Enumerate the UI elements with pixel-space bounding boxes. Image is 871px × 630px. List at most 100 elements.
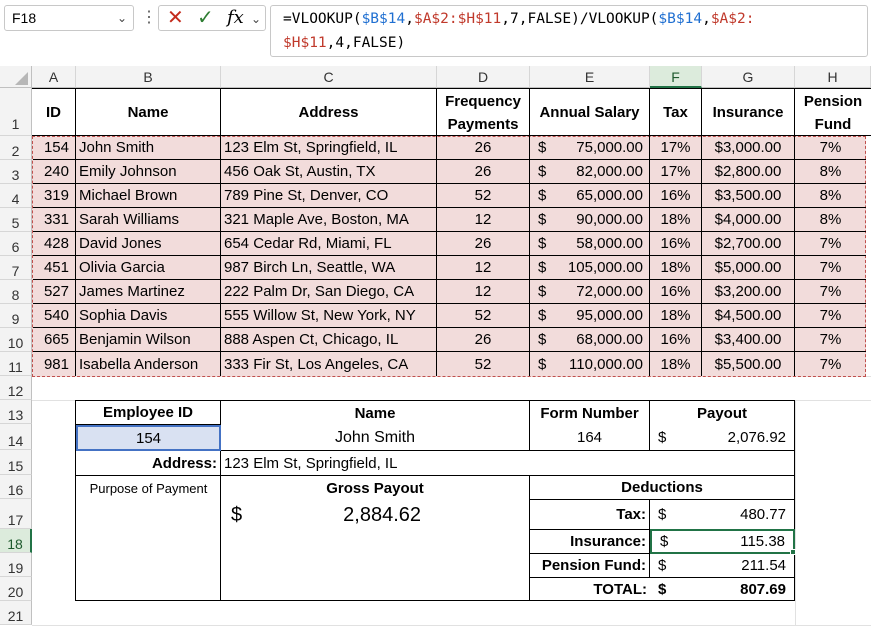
header-insurance[interactable]: Insurance [702, 89, 795, 136]
tax-rate-cell[interactable]: 16% [650, 184, 702, 208]
salary-cell[interactable]: $95,000.00 [530, 304, 650, 328]
pension-rate-cell[interactable]: 8% [795, 184, 866, 208]
row-header-2[interactable]: 2 [0, 136, 32, 160]
salary-cell[interactable]: $65,000.00 [530, 184, 650, 208]
id-cell[interactable]: 981 [33, 352, 76, 376]
insurance-amount-cell[interactable]: $2,800.00 [702, 160, 795, 184]
frequency-cell[interactable]: 26 [437, 328, 530, 352]
column-header-a[interactable]: A [32, 66, 76, 88]
name-cell[interactable]: James Martinez [76, 280, 221, 304]
row-header-9[interactable]: 9 [0, 304, 32, 328]
fill-handle[interactable] [790, 549, 796, 555]
id-cell[interactable]: 331 [33, 208, 76, 232]
select-all-corner[interactable] [0, 66, 32, 88]
row-header-19[interactable]: 19 [0, 553, 32, 577]
row-header-11[interactable]: 11 [0, 352, 32, 376]
insurance-amount-cell[interactable]: $3,400.00 [702, 328, 795, 352]
address-cell[interactable]: 123 Elm St, Springfield, IL [221, 136, 437, 160]
salary-cell[interactable]: $68,000.00 [530, 328, 650, 352]
frequency-cell[interactable]: 52 [437, 352, 530, 376]
header-id[interactable]: ID [32, 89, 76, 136]
column-header-g[interactable]: G [702, 66, 795, 88]
name-cell[interactable]: Olivia Garcia [76, 256, 221, 280]
tax-rate-cell[interactable]: 18% [650, 304, 702, 328]
address-cell[interactable]: 654 Cedar Rd, Miami, FL [221, 232, 437, 256]
salary-cell[interactable]: $72,000.00 [530, 280, 650, 304]
salary-cell[interactable]: $90,000.00 [530, 208, 650, 232]
row-header-10[interactable]: 10 [0, 328, 32, 352]
chevron-down-icon[interactable]: ⌄ [116, 11, 127, 25]
name-cell[interactable]: Benjamin Wilson [76, 328, 221, 352]
pension-rate-cell[interactable]: 7% [819, 355, 842, 373]
id-cell[interactable]: 428 [33, 232, 76, 256]
tax-rate-cell[interactable]: 16% [650, 232, 702, 256]
row-header-21[interactable]: 21 [0, 601, 32, 625]
id-cell[interactable]: 527 [33, 280, 76, 304]
pension-rate-cell[interactable]: 7% [795, 136, 866, 160]
enter-check-icon[interactable]: ✓ [197, 7, 214, 29]
frequency-cell[interactable]: 12 [437, 208, 530, 232]
pension-rate-cell[interactable]: 8% [795, 208, 866, 232]
row-header-5[interactable]: 5 [0, 208, 32, 232]
tax-rate-cell[interactable]: 16% [650, 328, 702, 352]
address-cell[interactable]: 321 Maple Ave, Boston, MA [221, 208, 437, 232]
column-header-b[interactable]: B [76, 66, 221, 88]
tax-rate-cell[interactable]: 17% [650, 160, 702, 184]
id-cell[interactable]: 665 [33, 328, 76, 352]
tax-rate-cell[interactable]: 16% [650, 280, 702, 304]
name-cell[interactable]: Emily Johnson [76, 160, 221, 184]
insurance-amount-cell[interactable]: $4,500.00 [702, 304, 795, 328]
column-header-f[interactable]: F [650, 66, 702, 88]
more-options-icon[interactable]: ⋮ [141, 9, 157, 26]
frequency-cell[interactable]: 26 [437, 232, 530, 256]
row-header-13[interactable]: 13 [0, 400, 32, 424]
name-cell[interactable]: Sarah Williams [76, 208, 221, 232]
pension-rate-cell[interactable]: 7% [795, 232, 866, 256]
address-cell[interactable]: 987 Birch Ln, Seattle, WA [221, 256, 437, 280]
name-cell[interactable]: Sophia Davis [76, 304, 221, 328]
tax-rate-cell[interactable]: 17% [650, 136, 702, 160]
address-cell[interactable]: 456 Oak St, Austin, TX [221, 160, 437, 184]
header-frequency[interactable]: Frequency Payments [437, 89, 530, 136]
row-header-18[interactable]: 18 [0, 529, 32, 553]
header-name[interactable]: Name [76, 89, 221, 136]
name-cell[interactable]: Michael Brown [76, 184, 221, 208]
frequency-cell[interactable]: 12 [437, 280, 530, 304]
row-header-4[interactable]: 4 [0, 184, 32, 208]
tax-rate-cell[interactable]: 18% [650, 352, 702, 376]
row-header-14[interactable]: 14 [0, 424, 32, 450]
salary-cell[interactable]: $58,000.00 [530, 232, 650, 256]
id-cell[interactable]: 240 [33, 160, 76, 184]
pension-rate-cell[interactable]: 8% [795, 160, 866, 184]
id-cell[interactable]: 540 [33, 304, 76, 328]
insurance-amount-cell[interactable]: $3,200.00 [702, 280, 795, 304]
insurance-cell-selected[interactable]: $ 115.38 [650, 529, 795, 554]
insert-function-icon[interactable]: fx [227, 7, 244, 28]
column-header-e[interactable]: E [530, 66, 650, 88]
address-cell[interactable]: 333 Fir St, Los Angeles, CA [221, 352, 437, 376]
frequency-cell[interactable]: 26 [437, 160, 530, 184]
address-cell[interactable]: 555 Willow St, New York, NY [221, 304, 437, 328]
row-header-12[interactable]: 12 [0, 376, 32, 400]
row-header-6[interactable]: 6 [0, 232, 32, 256]
row-header-20[interactable]: 20 [0, 577, 32, 601]
column-header-h[interactable]: H [795, 66, 871, 88]
id-cell[interactable]: 154 [33, 136, 76, 160]
header-address[interactable]: Address [221, 89, 437, 136]
row-header-17[interactable]: 17 [0, 499, 32, 529]
address-cell[interactable]: 789 Pine St, Denver, CO [221, 184, 437, 208]
frequency-cell[interactable]: 12 [437, 256, 530, 280]
pension-rate-cell[interactable]: 7% [795, 280, 866, 304]
pension-rate-cell[interactable]: 7% [795, 328, 866, 352]
insurance-amount-cell[interactable]: $3,500.00 [702, 184, 795, 208]
insurance-amount-cell[interactable]: $5,000.00 [702, 256, 795, 280]
insurance-amount-cell[interactable]: $4,000.00 [702, 208, 795, 232]
salary-cell[interactable]: $105,000.00 [530, 256, 650, 280]
frequency-cell[interactable]: 52 [437, 184, 530, 208]
name-cell[interactable]: John Smith [76, 136, 221, 160]
chevron-down-icon[interactable]: ⌄ [251, 12, 262, 26]
insurance-amount-cell[interactable]: $2,700.00 [702, 232, 795, 256]
pension-rate-cell[interactable]: 7% [795, 256, 866, 280]
name-cell[interactable]: Isabella Anderson [76, 352, 221, 376]
row-header-3[interactable]: 3 [0, 160, 32, 184]
